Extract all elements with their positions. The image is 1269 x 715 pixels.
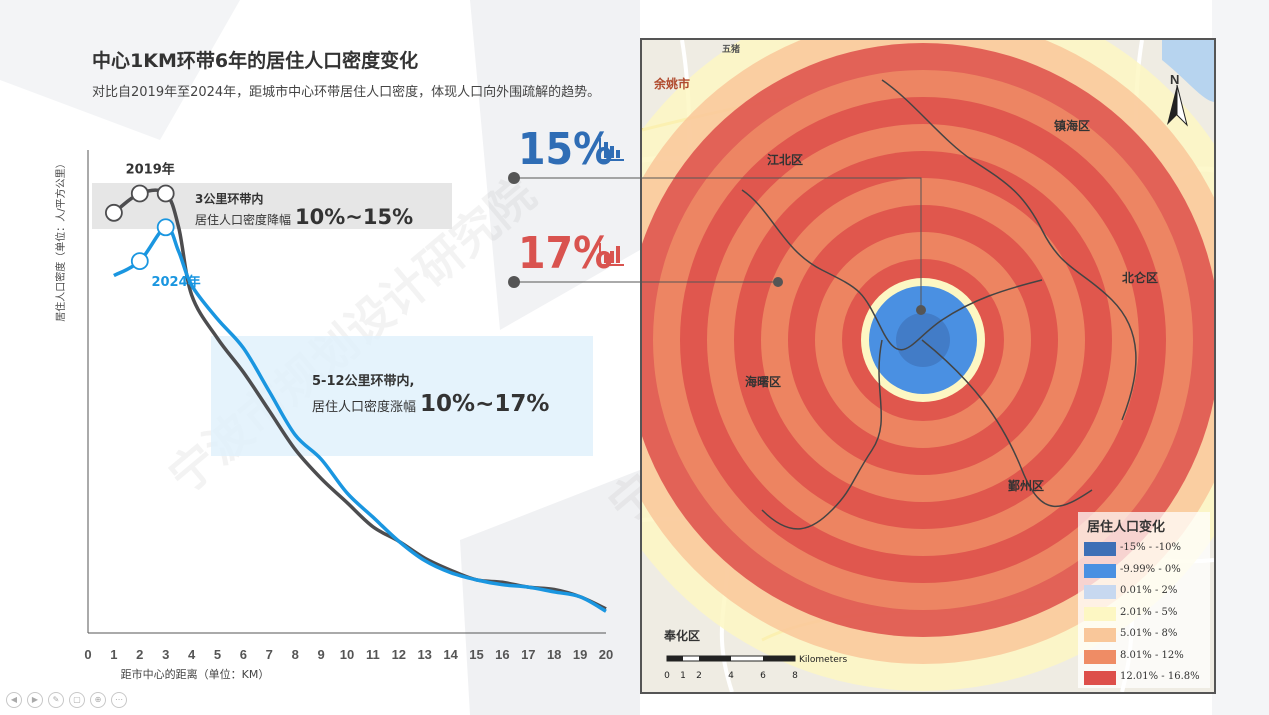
scale-label: Kilometers <box>799 655 847 665</box>
x-tick-label: 4 <box>188 647 196 662</box>
legend-item: 8.01% - 12% <box>1084 649 1208 664</box>
x-tick-label: 2 <box>136 647 143 662</box>
legend-item: 12.01% - 16.8% <box>1084 671 1208 685</box>
series-marker <box>130 252 149 270</box>
x-tick-label: 17 <box>521 647 535 662</box>
series-line-1 <box>113 225 607 613</box>
annotation-increase-value: 10%~17% <box>420 391 550 417</box>
pen-icon[interactable]: ✎ <box>48 692 64 708</box>
next-slide-button[interactable]: ▶ <box>27 692 43 708</box>
x-tick-label: 19 <box>573 647 587 662</box>
map-place-label: 北仑区 <box>1122 270 1158 285</box>
x-tick-label: 7 <box>266 647 273 662</box>
legend-item: 0.01% - 2% <box>1084 585 1208 599</box>
legend-swatch <box>1084 585 1116 599</box>
legend-swatch <box>1084 542 1116 556</box>
north-label: N <box>1170 72 1180 87</box>
scale-tick: 0 <box>664 671 670 681</box>
callout-decrease-value: 15% <box>518 124 613 175</box>
zoom-icon[interactable]: ⊕ <box>90 692 106 708</box>
map-place-label: 江北区 <box>767 152 803 167</box>
legend-label: 0.01% - 2% <box>1120 585 1178 596</box>
x-tick-label: 1 <box>110 647 117 662</box>
slides-icon[interactable]: ▢ <box>69 692 85 708</box>
legend-swatch <box>1084 606 1116 621</box>
map-place-label: 海曙区 <box>745 374 781 389</box>
page-subtitle: 对比自2019年至2024年，距城市中心环带居住人口密度，体现人口向外围疏解的趋… <box>92 85 601 100</box>
bar-decrease-icon <box>599 138 624 161</box>
x-tick-label: 16 <box>495 647 509 662</box>
series-marker <box>156 218 175 237</box>
x-tick-label: 12 <box>392 647 406 662</box>
legend-swatch <box>1084 563 1116 578</box>
y-axis-label: 居住人口密度（单位：人/平方公里） <box>54 158 67 321</box>
scale-tick: 8 <box>792 671 798 681</box>
slide-toolbar: ◀ ▶ ✎ ▢ ⊕ ⋯ <box>6 692 127 708</box>
density-line-chart: 0 1 2 3 4 5 6 7 8 9 10 11 12 13 14 15 16 17 18 19 20距市中心的距离（… <box>54 150 613 681</box>
legend-title: 居住人口变化 <box>1087 520 1166 535</box>
legend-swatch <box>1084 628 1116 642</box>
series-label-2024: 2024年 <box>151 274 200 290</box>
series-marker <box>156 184 175 203</box>
legend-item: -15% - -10% <box>1084 542 1208 556</box>
map-place-label: 五猪 <box>722 43 740 55</box>
bar-increase-icon <box>599 243 624 266</box>
legend-item: 2.01% - 5% <box>1084 606 1208 621</box>
prev-slide-button[interactable]: ◀ <box>6 692 22 708</box>
x-tick-label: 10 <box>340 647 354 662</box>
annotation-decrease-value: 10%~15% <box>295 205 414 229</box>
scale-tick: 2 <box>696 671 702 681</box>
legend-item: -9.99% - 0% <box>1084 563 1208 578</box>
x-tick-label: 3 <box>162 647 169 662</box>
x-axis-label: 距市中心的距离（单位：KM） <box>121 667 270 681</box>
annotation-increase-line2: 居住人口密度涨幅 10%~17% <box>312 391 550 417</box>
legend-label: -15% - -10% <box>1120 542 1181 553</box>
annotation-decrease: 3公里环带内 居住人口密度降幅 10%~15% <box>195 190 413 229</box>
x-tick-label: 13 <box>417 647 431 662</box>
annotation-increase: 5-12公里环带内, 居住人口密度涨幅 10%~17% <box>312 370 549 417</box>
series-label-2019: 2019年 <box>126 161 175 177</box>
map-place-label: 鄞州区 <box>1008 478 1044 493</box>
x-tick-label: 14 <box>443 647 458 662</box>
series-marker <box>105 203 123 222</box>
legend-label: 2.01% - 5% <box>1120 606 1178 618</box>
legend-label: -9.99% - 0% <box>1120 563 1181 575</box>
map-legend: 居住人口变化 -15% - -10% -9.99% - 0% 0.01% - 2% 2… <box>1078 512 1210 688</box>
annotation-increase-line1: 5-12公里环带内, <box>312 374 415 389</box>
legend-item: 5.01% - 8% <box>1084 628 1208 642</box>
scale-tick: 1 <box>680 671 686 681</box>
x-tick-label: 6 <box>240 647 247 662</box>
legend-swatch <box>1084 671 1116 685</box>
page-title: 中心1KM环带6年的居住人口密度变化 <box>92 50 419 72</box>
x-tick-label: 5 <box>214 647 221 662</box>
north-arrow <box>1167 84 1188 127</box>
scale-bar <box>666 655 796 662</box>
map-place-label: 镇海区 <box>1054 118 1090 133</box>
annotation-decrease-line1: 3公里环带内 <box>195 192 264 206</box>
legend-swatch <box>1084 649 1116 664</box>
x-tick-label: 15 <box>469 647 483 662</box>
legend-label: 12.01% - 16.8% <box>1120 671 1200 682</box>
more-icon[interactable]: ⋯ <box>111 692 127 708</box>
legend-label: 5.01% - 8% <box>1120 628 1178 639</box>
x-tick-label: 0 <box>84 647 91 662</box>
callout-increase-value: 17% <box>518 228 613 279</box>
x-tick-label: 8 <box>292 647 299 662</box>
x-tick-label: 11 <box>366 647 380 662</box>
x-tick-label: 18 <box>547 647 561 662</box>
x-tick-label: 20 <box>599 647 613 662</box>
annotation-box-increase <box>211 336 593 456</box>
map-place-label: 余姚市 <box>653 76 690 91</box>
legend-label: 8.01% - 12% <box>1120 649 1184 661</box>
series-marker <box>130 184 149 203</box>
x-tick-label: 9 <box>317 647 324 662</box>
map-place-label: 奉化区 <box>663 628 700 643</box>
annotation-decrease-line2: 居住人口密度降幅 10%~15% <box>195 205 414 229</box>
scale-tick: 4 <box>728 671 734 681</box>
scale-tick: 6 <box>760 671 766 681</box>
